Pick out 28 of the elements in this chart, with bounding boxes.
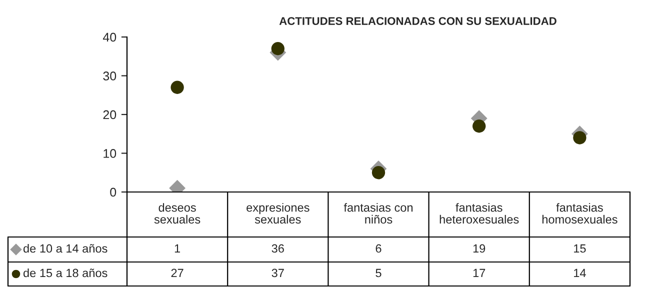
y-tick-label: 40 [102, 32, 116, 42]
y-tick-label: 30 [103, 72, 116, 80]
data-label: 5 [376, 268, 382, 278]
data-label: 14 [574, 268, 586, 278]
x-tick-label: fantasias heteroxesuales [440, 203, 519, 224]
legend-label: de 10 a 14 años [23, 244, 108, 253]
data-label: 37 [272, 268, 284, 278]
data-label: 36 [272, 244, 284, 253]
data-label: 27 [171, 268, 184, 278]
y-tick-label: 10 [104, 149, 116, 158]
point [372, 166, 386, 180]
x-tick-label: fantasias con niños [344, 203, 413, 224]
chart-title: ACTITUDES RELACIONADAS CON SU SEXUALIDAD [279, 17, 556, 25]
x-tick-label: fantasias homosexuales [542, 203, 618, 224]
data-label: 19 [473, 244, 486, 253]
point [472, 120, 486, 133]
x-tick-label: deseos sexuales [154, 203, 200, 224]
point [170, 80, 184, 94]
data-label: 1 [174, 244, 180, 253]
data-label: 15 [574, 244, 586, 253]
y-tick-label: 0 [110, 188, 116, 197]
data-label: 6 [376, 244, 382, 253]
y-tick-label: 20 [103, 110, 116, 120]
point [271, 42, 284, 56]
x-tick-label: expresiones sexuales [246, 203, 310, 224]
data-label: 17 [473, 268, 486, 278]
point [573, 131, 586, 144]
legend-label: de 15 a 18 años [23, 268, 108, 278]
